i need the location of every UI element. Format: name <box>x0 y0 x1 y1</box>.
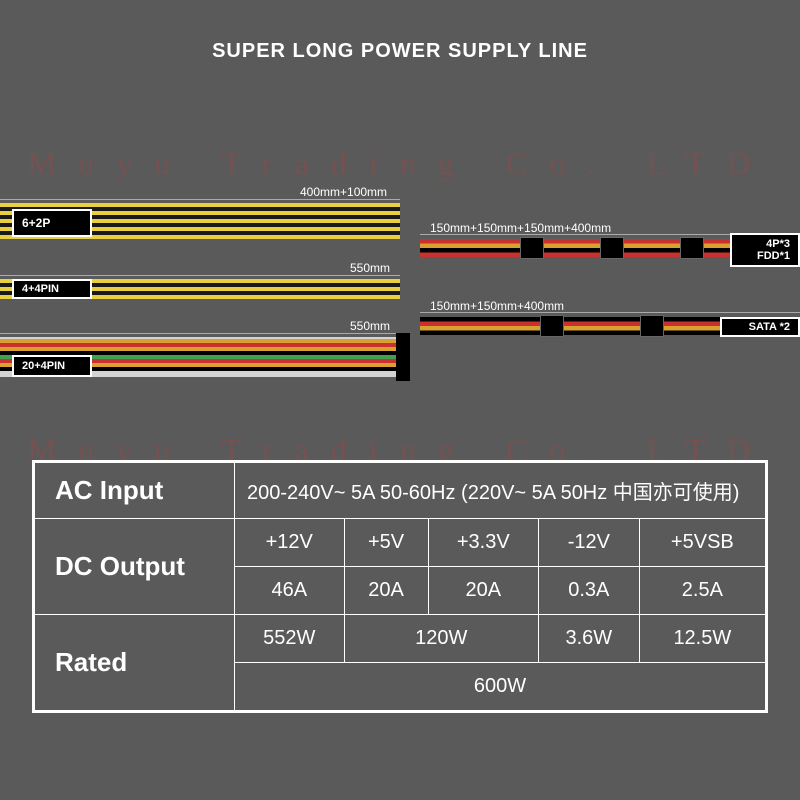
dim-pcie: 400mm+100mm <box>300 185 387 199</box>
connector-sata: SATA *2 <box>720 317 800 337</box>
dc-output-label: DC Output <box>35 519 235 615</box>
amp-cell: 2.5A <box>639 567 765 615</box>
dim-main: 550mm <box>350 319 390 333</box>
watt-cell: 12.5W <box>639 615 765 663</box>
connector-pcie: 6+2P <box>12 209 92 237</box>
amp-cell: 0.3A <box>538 567 639 615</box>
main-title: SUPER LONG POWER SUPPLY LINE <box>0 0 800 63</box>
watt-cell: 552W <box>235 615 345 663</box>
watt-cell: 3.6W <box>538 615 639 663</box>
table-row: AC Input 200-240V~ 5A 50-60Hz (220V~ 5A … <box>35 463 766 519</box>
dim-cpu: 550mm <box>350 261 390 275</box>
connector-main: 20+4PIN <box>12 355 92 377</box>
amp-cell: 20A <box>428 567 538 615</box>
total-watt-cell: 600W <box>235 663 766 711</box>
cable-diagram: 400mm+100mm 6+2P 550mm 4+4PIN 550mm 20+4… <box>0 103 800 433</box>
ac-input-value: 200-240V~ 5A 50-60Hz (220V~ 5A 50Hz 中国亦可… <box>235 463 766 519</box>
dim-molex: 150mm+150mm+150mm+400mm <box>430 221 611 235</box>
rail-cell: -12V <box>538 519 639 567</box>
dim-sata: 150mm+150mm+400mm <box>430 299 564 313</box>
rail-cell: +5VSB <box>639 519 765 567</box>
amp-cell: 46A <box>235 567 345 615</box>
table-row: DC Output +12V +5V +3.3V -12V +5VSB <box>35 519 766 567</box>
rated-label: Rated <box>35 615 235 711</box>
ac-input-label: AC Input <box>35 463 235 519</box>
rail-cell: +5V <box>344 519 428 567</box>
rail-cell: +3.3V <box>428 519 538 567</box>
spec-table: AC Input 200-240V~ 5A 50-60Hz (220V~ 5A … <box>32 460 768 713</box>
amp-cell: 20A <box>344 567 428 615</box>
rail-cell: +12V <box>235 519 345 567</box>
connector-molex: 4P*3 FDD*1 <box>730 233 800 267</box>
connector-cpu: 4+4PIN <box>12 279 92 299</box>
watt-cell: 120W <box>344 615 538 663</box>
table-row: Rated 552W 120W 3.6W 12.5W <box>35 615 766 663</box>
